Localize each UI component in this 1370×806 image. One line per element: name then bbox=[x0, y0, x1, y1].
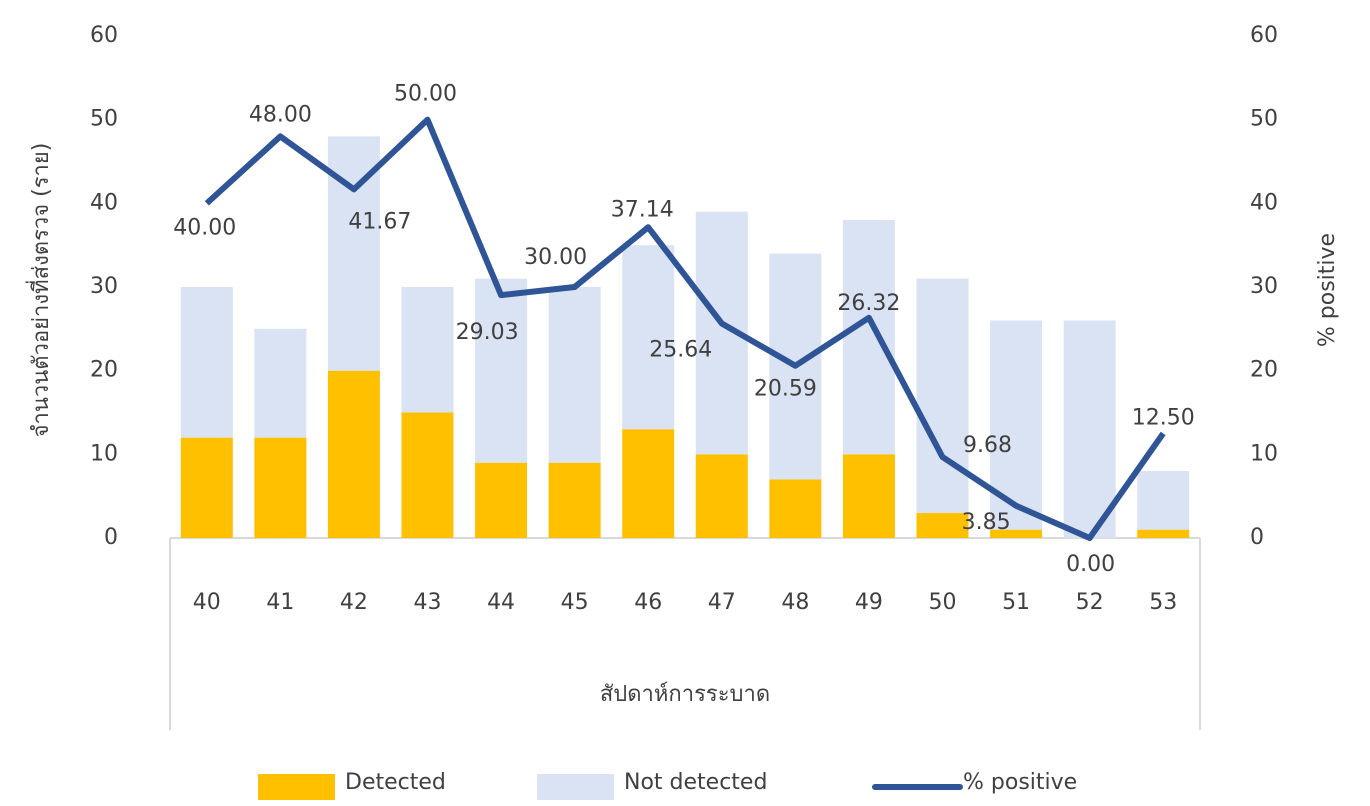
x-tick-label: 53 bbox=[1149, 590, 1177, 615]
bar bbox=[475, 279, 527, 463]
y2-tick-label: 20 bbox=[1250, 358, 1278, 383]
data-label: 30.00 bbox=[524, 245, 587, 270]
y-tick-label: 40 bbox=[90, 190, 118, 215]
bar bbox=[475, 463, 527, 538]
bar bbox=[1137, 530, 1189, 538]
legend-label: Not detected bbox=[624, 770, 767, 795]
y2-tick-label: 50 bbox=[1250, 107, 1278, 132]
data-label: 9.68 bbox=[963, 433, 1012, 458]
x-tick-label: 41 bbox=[266, 590, 294, 615]
data-label: 26.32 bbox=[837, 291, 900, 316]
bar bbox=[769, 479, 821, 538]
x-tick-label: 42 bbox=[340, 590, 368, 615]
data-label: 12.50 bbox=[1132, 405, 1195, 430]
bar bbox=[402, 287, 454, 413]
data-label: 29.03 bbox=[456, 320, 519, 345]
bar bbox=[402, 413, 454, 539]
data-label: 20.59 bbox=[754, 377, 817, 402]
x-tick-label: 44 bbox=[487, 590, 515, 615]
data-label: 40.00 bbox=[173, 215, 236, 240]
bar bbox=[622, 429, 674, 538]
y-tick-label: 20 bbox=[90, 358, 118, 383]
y-tick-label: 60 bbox=[90, 23, 118, 48]
chart: จำนวนตัวอย่างที่ส่งตรวจ (ราย) % positive… bbox=[0, 0, 1370, 806]
data-label: 25.64 bbox=[649, 337, 712, 362]
x-tick-label: 45 bbox=[561, 590, 589, 615]
bar bbox=[917, 279, 969, 513]
bar bbox=[549, 287, 601, 463]
data-label: 50.00 bbox=[394, 82, 457, 107]
y2-tick-label: 10 bbox=[1250, 441, 1278, 466]
y-tick-label: 50 bbox=[90, 107, 118, 132]
y2-tick-label: 60 bbox=[1250, 23, 1278, 48]
bar bbox=[549, 463, 601, 538]
x-tick-label: 43 bbox=[414, 590, 442, 615]
data-label: 3.85 bbox=[962, 510, 1011, 535]
legend-swatch bbox=[258, 774, 335, 800]
x-tick-label: 49 bbox=[855, 590, 883, 615]
data-label: 0.00 bbox=[1066, 552, 1115, 577]
legend-label: % positive bbox=[963, 770, 1077, 795]
legend-swatch bbox=[537, 774, 614, 800]
bar bbox=[254, 329, 306, 438]
bar bbox=[328, 371, 380, 538]
data-label: 41.67 bbox=[348, 209, 411, 234]
x-tick-label: 46 bbox=[634, 590, 662, 615]
x-tick-label: 50 bbox=[929, 590, 957, 615]
data-label: 37.14 bbox=[611, 197, 674, 222]
y-axis-title: จำนวนตัวอย่างที่ส่งตรวจ (ราย) bbox=[25, 143, 54, 438]
x-tick-label: 40 bbox=[193, 590, 221, 615]
y2-tick-label: 40 bbox=[1250, 190, 1278, 215]
bar bbox=[1137, 471, 1189, 530]
bar bbox=[181, 438, 233, 538]
bar bbox=[843, 454, 895, 538]
bar bbox=[990, 320, 1042, 529]
bar bbox=[843, 220, 895, 454]
y-tick-label: 10 bbox=[90, 441, 118, 466]
x-tick-label: 51 bbox=[1002, 590, 1030, 615]
y-tick-label: 30 bbox=[90, 274, 118, 299]
bar bbox=[254, 438, 306, 538]
x-axis-title: สัปดาห์การระบาด bbox=[600, 682, 770, 707]
y2-tick-label: 30 bbox=[1250, 274, 1278, 299]
x-tick-label: 47 bbox=[708, 590, 736, 615]
x-tick-label: 48 bbox=[781, 590, 809, 615]
y-tick-label: 0 bbox=[104, 525, 118, 550]
y2-axis-title: % positive bbox=[1315, 233, 1340, 347]
data-label: 48.00 bbox=[249, 102, 312, 127]
bar bbox=[696, 454, 748, 538]
legend-label: Detected bbox=[345, 770, 446, 795]
y2-tick-label: 0 bbox=[1250, 525, 1264, 550]
x-tick-label: 52 bbox=[1076, 590, 1104, 615]
bar bbox=[181, 287, 233, 438]
bar bbox=[1064, 320, 1116, 538]
